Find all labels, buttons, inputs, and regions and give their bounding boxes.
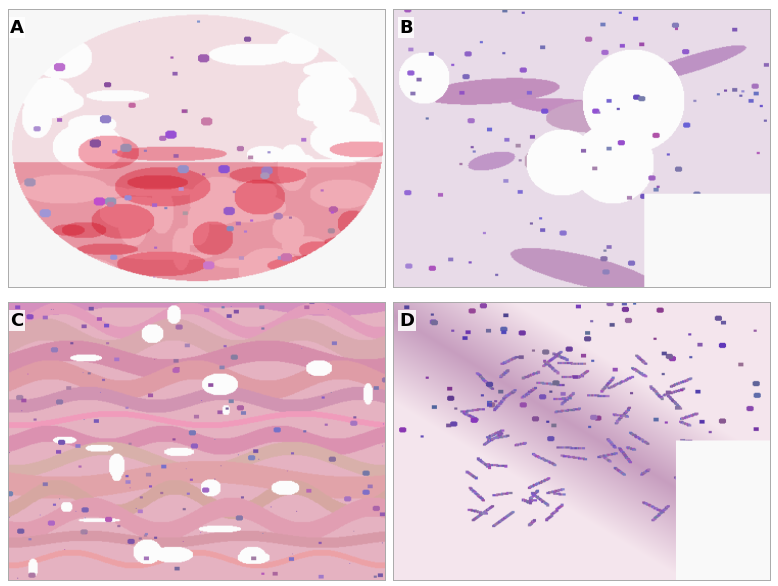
Text: D: D (399, 312, 414, 330)
Text: B: B (399, 19, 413, 37)
Text: C: C (10, 312, 23, 330)
Text: A: A (10, 19, 24, 37)
